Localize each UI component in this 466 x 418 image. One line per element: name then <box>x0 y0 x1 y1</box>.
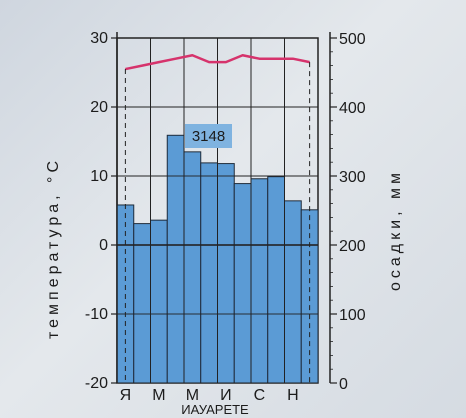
temperature-series <box>124 54 311 383</box>
temperature-tick-label: 20 <box>90 99 108 116</box>
temperature-tick-label: 0 <box>99 237 108 254</box>
precipitation-bar <box>166 134 185 384</box>
precipitation-tick-label: 400 <box>339 100 366 117</box>
precipitation-bar <box>133 223 151 384</box>
precipitation-bar <box>250 178 269 384</box>
precipitation-bar <box>284 200 302 384</box>
annual-total-label: 3148 <box>192 128 225 145</box>
precipitation-axis-title: осадки, мм <box>387 169 404 291</box>
temperature-tick-label: 10 <box>90 168 108 185</box>
temperature-axis-title: температура, °С <box>45 157 62 339</box>
month-label: Я <box>120 387 132 404</box>
precipitation-bar <box>200 162 218 384</box>
precipitation-tick-label: 500 <box>339 31 366 48</box>
month-label: М <box>152 387 165 404</box>
temperature-tick-label: 30 <box>90 30 108 47</box>
annual-total-box: 3148 <box>185 124 232 148</box>
precipitation-bar <box>183 151 202 384</box>
precipitation-axis-ticks: 500 400 300 200 100 0 <box>329 31 366 393</box>
temperature-axis-ticks: 30 20 10 0 -10 -20 <box>85 30 118 392</box>
temperature-line <box>125 54 310 71</box>
precipitation-tick-label: 100 <box>339 307 366 324</box>
annual-total-background <box>185 124 232 148</box>
station-name: ИАУАРЕТЕ <box>181 402 249 417</box>
precipitation-tick-label: 300 <box>339 169 366 186</box>
month-label: М <box>186 387 199 404</box>
precipitation-bar <box>217 163 235 384</box>
precipitation-tick-label: 0 <box>339 376 348 393</box>
precipitation-bar <box>267 176 285 384</box>
precipitation-bars <box>116 37 319 384</box>
temperature-tick-label: -10 <box>85 306 108 323</box>
precipitation-bar <box>233 183 252 384</box>
precipitation-tick-label: 200 <box>339 238 366 255</box>
temperature-tick-label: -20 <box>85 375 108 392</box>
month-label: С <box>254 387 266 404</box>
month-label: И <box>220 387 232 404</box>
month-label: Н <box>287 387 299 404</box>
